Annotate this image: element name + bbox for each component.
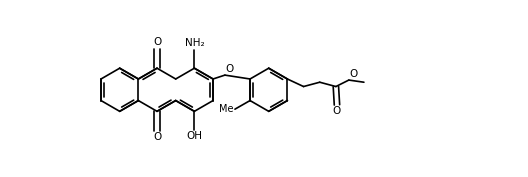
Text: OH: OH xyxy=(186,131,202,141)
Text: O: O xyxy=(153,37,161,47)
Text: O: O xyxy=(225,64,234,74)
Text: O: O xyxy=(333,106,341,116)
Text: O: O xyxy=(350,68,358,79)
Text: Me: Me xyxy=(219,104,233,114)
Text: O: O xyxy=(153,132,161,142)
Text: NH₂: NH₂ xyxy=(185,38,204,48)
